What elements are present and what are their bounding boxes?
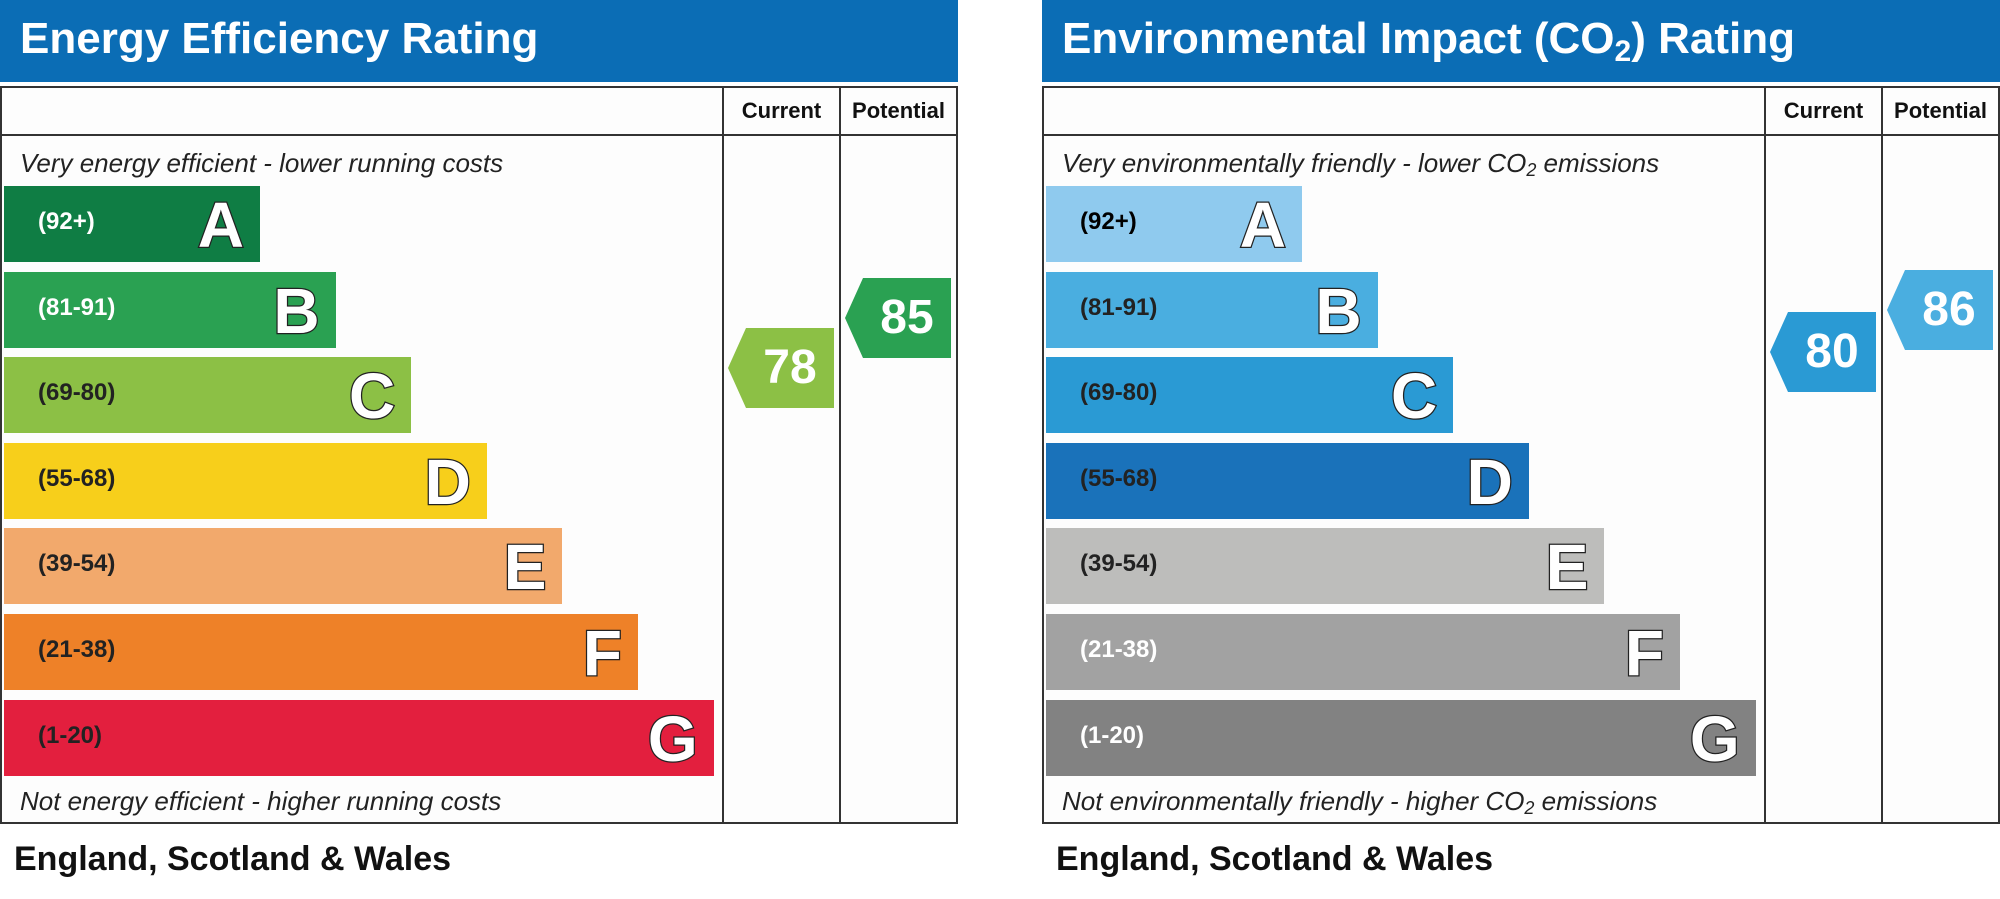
potential-column-header: Potential [852, 98, 945, 123]
column-divider [839, 88, 841, 822]
band-letter: B [272, 273, 321, 348]
potential-rating-value: 85 [880, 291, 934, 344]
rating-table: Current Potential Very energy efficient … [0, 86, 958, 824]
band-letter: A [1239, 188, 1288, 263]
band-letter: G [1689, 701, 1741, 776]
region-box: England, Scotland & Wales [1042, 826, 1722, 899]
band-letter: D [1465, 445, 1514, 520]
band-range-label: (69-80) [1080, 379, 1158, 407]
title-bar: Environmental Impact (CO2) Rating [1042, 0, 2000, 82]
band-c: (69-80) C [1046, 357, 1454, 434]
band-letter: C [1390, 359, 1439, 434]
header-divider [2, 134, 956, 136]
band-e: (39-54) E [1046, 528, 1605, 605]
band-range-label: (21-38) [1080, 636, 1158, 663]
band-range-label: (81-91) [1080, 293, 1158, 321]
band-range-label: (39-54) [38, 550, 116, 578]
band-letter: F [582, 616, 624, 691]
band-range-label: (39-54) [1080, 550, 1158, 578]
current-rating-arrow: 80 [1770, 312, 1876, 392]
band-letter: A [197, 188, 246, 263]
band-range-label: (1-20) [1080, 721, 1145, 749]
band-letter: G [647, 701, 699, 776]
band-g: (1-20) G [1046, 699, 1756, 776]
band-range-label: (92+) [1080, 208, 1137, 235]
band-range-label: (55-68) [38, 464, 116, 492]
bottom-caption: Not environmentally friendly - higher CO… [1062, 786, 1658, 818]
column-divider [722, 88, 724, 822]
current-column-header: Current [1783, 98, 1864, 123]
band-letter: E [1544, 530, 1589, 605]
arrow-shape [1770, 312, 1876, 392]
band-g: (1-20) G [4, 699, 714, 776]
header-divider [1044, 134, 1998, 136]
band-d: (55-68) D [1046, 442, 1529, 520]
chart-title: Environmental Impact (CO2) Rating [1062, 14, 1795, 68]
band-b: (81-91) B [1046, 271, 1378, 348]
band-b: (81-91) B [4, 271, 336, 348]
band-range-label: (69-80) [38, 379, 116, 407]
rating-table: Current Potential Very environmentally f… [1042, 86, 2000, 824]
band-e: (39-54) E [4, 528, 563, 605]
region-label: England, Scotland & Wales [1056, 840, 1494, 878]
band-letter: C [348, 359, 397, 434]
bottom-caption: Not energy efficient - higher running co… [20, 786, 502, 816]
band-range-label: (92+) [38, 208, 95, 235]
top-caption: Very environmentally friendly - lower CO… [1062, 148, 1660, 180]
band-letter: D [423, 445, 472, 520]
arrow-shape [1887, 270, 1993, 350]
arrow-shape [728, 328, 834, 408]
chart-title: Energy Efficiency Rating [20, 14, 539, 63]
potential-rating-value: 86 [1922, 283, 1976, 336]
energy-efficiency-panel: Energy Efficiency Rating Current Potenti… [0, 0, 958, 899]
band-letter: B [1314, 273, 1363, 348]
arrow-shape [845, 278, 951, 358]
potential-column-header: Potential [1894, 98, 1987, 123]
band-f: (21-38) F [1046, 614, 1680, 690]
band-letter: F [1624, 616, 1666, 691]
band-range-label: (55-68) [1080, 464, 1158, 492]
band-letter: E [502, 530, 547, 605]
top-caption: Very energy efficient - lower running co… [20, 148, 504, 178]
region-box: England, Scotland & Wales [0, 826, 680, 899]
column-divider [1881, 88, 1883, 822]
current-rating-value: 78 [763, 341, 817, 394]
current-rating-arrow: 78 [728, 328, 834, 408]
column-divider [1764, 88, 1766, 822]
potential-rating-arrow: 86 [1887, 270, 1993, 350]
band-d: (55-68) D [4, 442, 487, 520]
band-range-label: (1-20) [38, 721, 103, 749]
title-bar: Energy Efficiency Rating [0, 0, 958, 82]
current-column-header: Current [741, 98, 822, 123]
band-range-label: (21-38) [38, 636, 116, 663]
band-a: (92+) A [1046, 186, 1302, 262]
band-c: (69-80) C [4, 357, 412, 434]
environmental-impact-panel: Environmental Impact (CO2) Rating Curren… [1042, 0, 2000, 899]
current-rating-value: 80 [1805, 325, 1859, 378]
potential-rating-arrow: 85 [845, 278, 951, 358]
band-f: (21-38) F [4, 614, 638, 690]
band-range-label: (81-91) [38, 293, 116, 321]
region-label: England, Scotland & Wales [14, 840, 452, 878]
band-a: (92+) A [4, 186, 260, 262]
